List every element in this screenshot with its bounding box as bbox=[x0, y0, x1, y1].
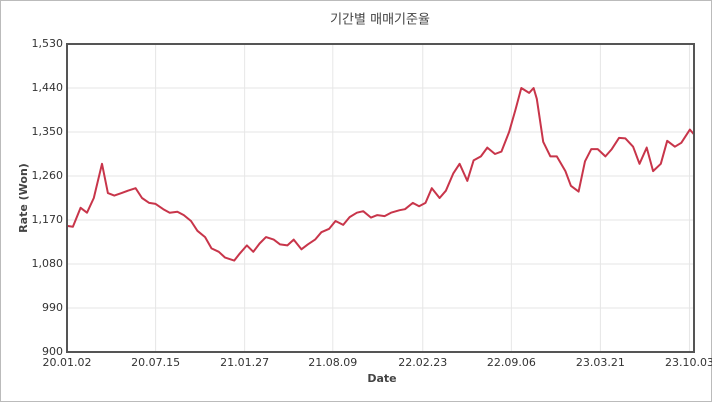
y-tick-label: 1,350 bbox=[32, 125, 64, 138]
y-tick-label: 1,530 bbox=[32, 37, 64, 50]
y-tick-label: 1,170 bbox=[32, 213, 64, 226]
plot-border bbox=[66, 43, 695, 353]
x-tick-label: 21.08.09 bbox=[308, 356, 357, 369]
x-tick-label: 23.10.03 bbox=[665, 356, 712, 369]
y-tick-label: 1,260 bbox=[32, 169, 64, 182]
y-tick-label: 1,080 bbox=[32, 257, 64, 270]
chart-title: 기간별 매매기준율 bbox=[330, 13, 430, 28]
x-tick-label: 21.01.27 bbox=[220, 356, 269, 369]
x-tick-label: 23.03.21 bbox=[576, 356, 625, 369]
x-axis-title: Date bbox=[367, 372, 396, 385]
data-line bbox=[66, 87, 695, 262]
y-tick-label: 990 bbox=[42, 301, 63, 314]
x-tick-label: 20.01.02 bbox=[43, 356, 92, 369]
plot-area bbox=[67, 44, 694, 352]
x-tick-label: 20.07.15 bbox=[131, 356, 180, 369]
x-tick-label: 22.02.23 bbox=[398, 356, 447, 369]
y-tick-label: 900 bbox=[42, 345, 63, 358]
x-tick-label: 22.09.06 bbox=[487, 356, 536, 369]
y-tick-label: 1,440 bbox=[32, 81, 64, 94]
y-axis-title: Rate (Won) bbox=[17, 163, 30, 233]
